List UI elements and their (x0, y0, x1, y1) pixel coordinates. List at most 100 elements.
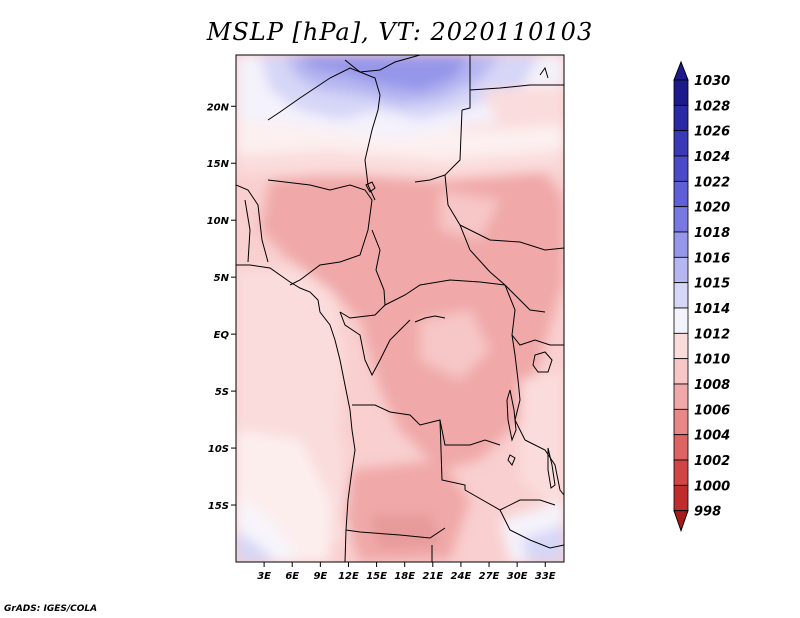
border-west-inner (236, 184, 269, 263)
border-angola-south (345, 527, 446, 539)
field-ne-1010 (440, 190, 500, 240)
colorbar-swatch (673, 79, 689, 106)
border-nigeria (267, 179, 373, 286)
lon-tick-label: 6E (285, 571, 299, 582)
colorbar-swatch (673, 332, 689, 360)
lon-tick-label: 30E (507, 571, 528, 582)
colorbar-bottom-arrow (673, 510, 689, 533)
colorbar-label: 998 (694, 505, 721, 520)
lon-tick-label: 27E (479, 571, 500, 582)
colorbar-swatch (673, 459, 689, 486)
map-frame (235, 54, 565, 563)
border-ethiopia (489, 271, 546, 313)
border-zimbabwe (499, 509, 564, 549)
border-algeria-niger (267, 67, 381, 121)
field-sw-1016 (236, 530, 275, 562)
colorbar-swatch (673, 408, 689, 436)
border-chad-sudan (444, 109, 491, 273)
border-zambia (464, 489, 556, 511)
lon-tick-label: 33E (535, 571, 556, 582)
colorbar-swatch (673, 104, 689, 132)
border-angola-zambia (439, 419, 466, 490)
colorbar-swatch (673, 155, 689, 182)
colorbar-label: 1002 (694, 454, 730, 469)
colorbar-label: 1024 (694, 150, 730, 165)
field-east-light (520, 370, 564, 520)
border-niger-chad (364, 94, 381, 201)
border-sudan-chad-north (414, 174, 446, 183)
colorbar-top-arrow (673, 60, 689, 81)
credit-text: GrADS: IGES/COLA (4, 604, 98, 614)
border-libya-egypt (461, 55, 471, 111)
lake-victoria (532, 351, 553, 373)
chart-title: MSLP [hPa], VT: 2020110103 (206, 18, 594, 46)
colorbar-label: 1012 (694, 327, 730, 342)
colorbar-swatch (673, 383, 689, 410)
lon-axis: 3E 6E 9E 12E 15E 18E 21E 24E 27E 30E 33E (257, 562, 556, 582)
colorbar-label: 1006 (694, 403, 730, 418)
field-north-1020 (300, 55, 470, 92)
pressure-field (236, 55, 564, 562)
colorbar-label: 1020 (694, 201, 730, 216)
colorbar-swatch (673, 358, 689, 385)
lon-tick-label: 3E (257, 571, 271, 582)
border-congo-gabon (339, 311, 411, 377)
colorbar-label: 1030 (694, 74, 730, 89)
colorbar-swatch (673, 307, 689, 334)
colorbar-label: 1015 (694, 277, 730, 292)
lat-tick-label: 20N (207, 102, 230, 113)
field-south-1008 (345, 460, 470, 562)
border-tanzania (524, 439, 564, 496)
border-kenya-uganda (511, 334, 564, 346)
border-car-drc (384, 279, 506, 306)
border-northeast-coast (469, 84, 564, 91)
sinai-gulf (539, 66, 549, 79)
colorbar-label: 1028 (694, 99, 730, 114)
lat-tick-label: EQ (214, 330, 230, 341)
border-angola-drc (352, 404, 501, 446)
colorbar-label: 1016 (694, 251, 730, 266)
coastline-west-africa (236, 264, 356, 562)
colorbar-label: 1018 (694, 226, 730, 241)
lat-tick-label: 5N (214, 273, 230, 284)
colorbar-swatch (673, 434, 689, 461)
lat-axis: 20N 15N 10N 5N EQ 5S 10S 15S (207, 102, 236, 512)
border-ghana (244, 199, 251, 263)
colorbar-label: 1026 (694, 125, 730, 140)
lat-tick-label: 10N (207, 216, 230, 227)
colorbar-swatch (673, 130, 689, 157)
colorbar-swatch (673, 282, 689, 309)
colorbar-label: 1014 (694, 302, 730, 317)
colorbar-label: 1000 (694, 479, 730, 494)
field-northeast-pink (480, 85, 564, 125)
lake-malawi (547, 447, 556, 489)
border-cameroon-car (339, 229, 386, 319)
lake-tanganyika (506, 389, 517, 442)
colorbar-swatch (673, 256, 689, 284)
colorbar-swatch (673, 231, 689, 258)
colorbar-swatch (673, 484, 689, 512)
country-borders (236, 55, 564, 562)
border-drc-east (504, 284, 526, 441)
lon-tick-label: 9E (313, 571, 327, 582)
lat-tick-label: 15S (208, 501, 229, 512)
border-sudan-ssudan (459, 224, 564, 251)
lat-tick-label: 15N (207, 159, 230, 170)
border-libya (344, 55, 421, 73)
field-congo-light (420, 310, 490, 380)
field-south-1006 (370, 515, 440, 548)
river-congo (414, 315, 446, 323)
lon-tick-label: 12E (338, 571, 359, 582)
lon-tick-label: 21E (422, 571, 443, 582)
lake-mweru (507, 454, 516, 466)
colorbar-label: 1022 (694, 175, 730, 190)
colorbar-label: 1008 (694, 378, 730, 393)
colorbar-label: 1004 (694, 429, 730, 444)
lat-tick-label: 5S (215, 387, 229, 398)
lake-chad (365, 181, 376, 193)
lat-tick-label: 10S (208, 444, 229, 455)
lon-tick-label: 24E (451, 571, 472, 582)
field-chad-1008 (430, 165, 564, 260)
colorbar-swatch (673, 206, 689, 233)
